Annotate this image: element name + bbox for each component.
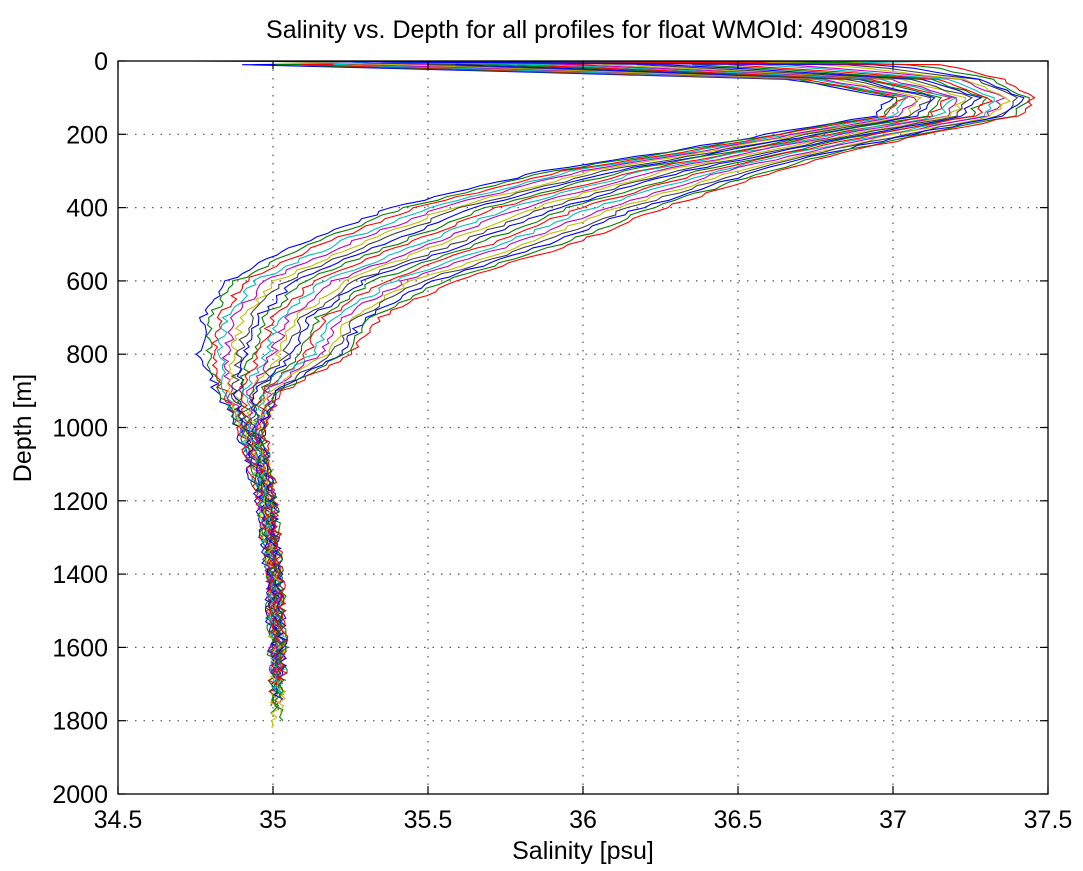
y-tick-label: 1800 xyxy=(52,708,108,736)
y-tick-label: 2000 xyxy=(52,781,108,809)
profile-line xyxy=(260,60,1030,700)
x-tick-label: 35.5 xyxy=(404,806,453,834)
x-tick-label: 35 xyxy=(259,806,287,834)
y-axis: 0 200 400 600 800 1000 1200 1400 1600 1800 2000 xyxy=(52,48,1048,809)
profile-line xyxy=(261,60,1036,681)
x-tick-label: 36.5 xyxy=(714,806,763,834)
profile-line xyxy=(252,60,995,696)
profile-line xyxy=(189,60,1025,677)
profile-line xyxy=(258,60,1019,681)
x-tick-label: 37.5 xyxy=(1024,806,1073,834)
y-tick-label: 1600 xyxy=(52,634,108,662)
profile-line xyxy=(236,60,943,707)
y-tick-label: 600 xyxy=(66,268,108,296)
x-tick-label: 37 xyxy=(879,806,907,834)
profile-line xyxy=(205,60,932,714)
y-tick-label: 1400 xyxy=(52,561,108,589)
y-tick-label: 1200 xyxy=(52,488,108,516)
x-axis: 34.5 35 35.5 36 36.5 37 37.5 xyxy=(94,61,1073,834)
profile-line xyxy=(246,60,967,674)
y-axis-title: Depth [m] xyxy=(9,374,37,482)
profile-line xyxy=(241,60,958,692)
profile-line xyxy=(253,60,994,703)
chart-title: Salinity vs. Depth for all profiles for … xyxy=(266,16,908,44)
y-tick-label: 1000 xyxy=(52,415,108,443)
profile-line xyxy=(211,60,908,707)
x-axis-title: Salinity [psu] xyxy=(512,837,654,865)
x-tick-label: 36 xyxy=(569,806,597,834)
profile-line xyxy=(250,60,983,703)
y-tick-label: 0 xyxy=(94,48,108,76)
y-tick-label: 800 xyxy=(66,341,108,369)
y-tick-label: 400 xyxy=(66,195,108,223)
y-tick-label: 200 xyxy=(66,121,108,149)
profile-lines xyxy=(189,60,1036,729)
profile-line xyxy=(246,60,957,681)
x-tick-label: 34.5 xyxy=(94,806,143,834)
